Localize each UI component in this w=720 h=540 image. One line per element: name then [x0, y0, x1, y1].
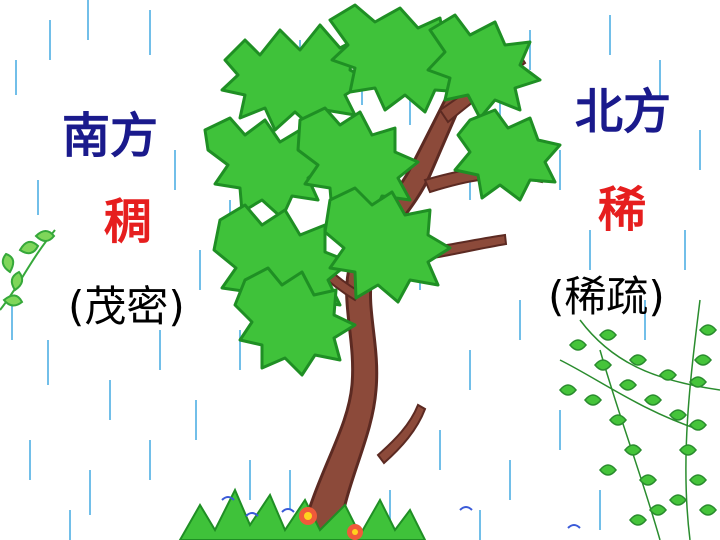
- south-title: 南方: [62, 108, 159, 164]
- water-squiggles: [221, 496, 581, 529]
- south-char: 稠: [104, 194, 153, 250]
- north-description: (稀疏): [548, 272, 665, 321]
- tree-foliage: [203, 3, 562, 377]
- flower-icon: [299, 507, 363, 540]
- north-char: 稀: [598, 182, 647, 238]
- vine-right: [559, 299, 720, 540]
- north-title: 北方: [575, 84, 672, 140]
- south-description: (茂密): [68, 282, 185, 331]
- vine-left: [0, 229, 56, 311]
- tree-illustration: [178, 3, 581, 540]
- tree-branch: [376, 403, 427, 465]
